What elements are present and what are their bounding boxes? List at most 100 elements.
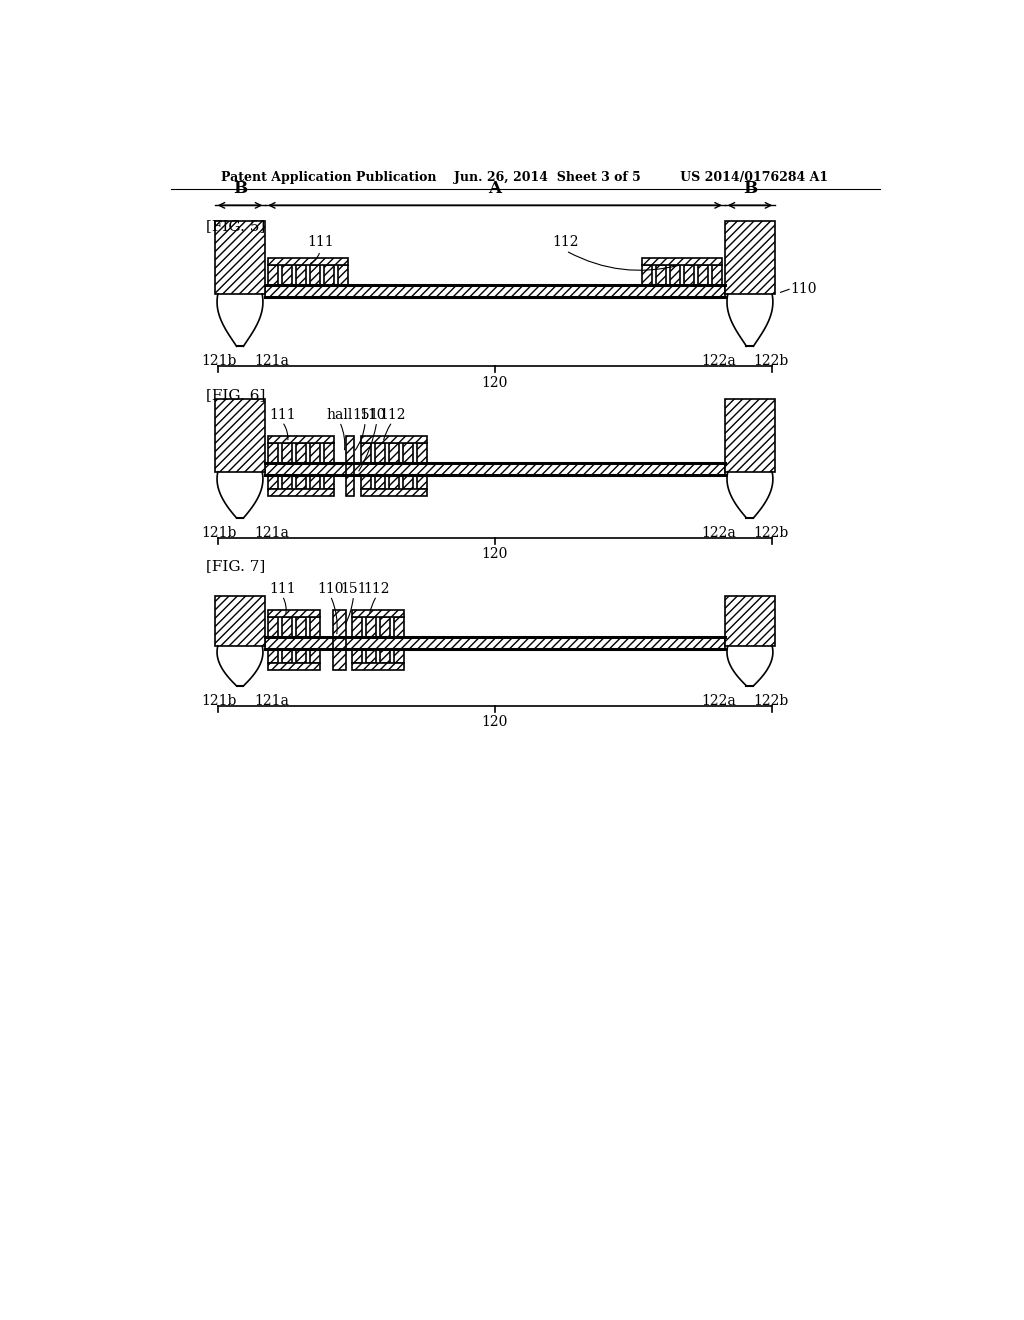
Text: B: B: [232, 180, 247, 197]
Bar: [283, 616, 292, 636]
Bar: [324, 264, 334, 285]
Text: 122a: 122a: [701, 693, 736, 708]
Bar: [417, 442, 427, 462]
Bar: [268, 488, 334, 496]
Text: 112: 112: [364, 582, 390, 595]
Bar: [310, 442, 321, 462]
Text: 110: 110: [317, 582, 343, 595]
Bar: [655, 264, 666, 285]
Text: 121b: 121b: [201, 354, 237, 368]
Text: 122a: 122a: [701, 525, 736, 540]
Bar: [268, 649, 279, 663]
Bar: [366, 616, 376, 636]
Text: 121a: 121a: [254, 693, 289, 708]
Bar: [296, 649, 306, 663]
Bar: [712, 264, 722, 285]
Text: 121b: 121b: [201, 693, 237, 708]
Bar: [417, 475, 427, 488]
Text: 151: 151: [352, 408, 379, 421]
Bar: [380, 616, 390, 636]
Text: 121b: 121b: [201, 525, 237, 540]
Bar: [361, 442, 372, 462]
Bar: [283, 649, 292, 663]
Bar: [352, 616, 362, 636]
Text: 111: 111: [269, 582, 296, 595]
Text: [FIG. 7]: [FIG. 7]: [206, 558, 265, 573]
Bar: [268, 264, 279, 285]
Text: [FIG. 6]: [FIG. 6]: [206, 388, 265, 403]
Text: 110: 110: [359, 408, 386, 421]
Bar: [361, 436, 427, 442]
Bar: [268, 257, 348, 264]
Text: B: B: [742, 180, 757, 197]
Bar: [268, 475, 279, 488]
Bar: [389, 442, 399, 462]
Bar: [403, 475, 414, 488]
Text: hall: hall: [327, 408, 352, 421]
Bar: [394, 616, 403, 636]
Text: 122a: 122a: [701, 354, 736, 368]
Bar: [296, 616, 306, 636]
Bar: [684, 264, 693, 285]
Bar: [394, 649, 403, 663]
Bar: [268, 663, 321, 669]
Bar: [296, 442, 306, 462]
Bar: [389, 475, 399, 488]
Bar: [375, 475, 385, 488]
Bar: [265, 285, 725, 297]
Bar: [642, 264, 652, 285]
Bar: [296, 264, 306, 285]
Bar: [361, 488, 427, 496]
Bar: [283, 442, 292, 462]
Bar: [366, 649, 376, 663]
Bar: [268, 442, 279, 462]
Bar: [352, 663, 403, 669]
Text: 151: 151: [340, 582, 367, 595]
Bar: [283, 475, 292, 488]
Text: 112: 112: [553, 235, 580, 249]
Bar: [352, 649, 362, 663]
Text: 110: 110: [791, 282, 817, 296]
Bar: [697, 264, 708, 285]
Text: 120: 120: [481, 376, 508, 389]
Bar: [324, 475, 334, 488]
Bar: [296, 475, 306, 488]
Text: 111: 111: [307, 235, 334, 249]
Text: 121a: 121a: [254, 525, 289, 540]
Bar: [283, 264, 292, 285]
Bar: [725, 220, 775, 294]
Text: 120: 120: [481, 715, 508, 729]
Bar: [346, 436, 353, 496]
Bar: [403, 442, 414, 462]
Bar: [310, 616, 321, 636]
Text: [FIG. 5]: [FIG. 5]: [206, 219, 265, 234]
Bar: [375, 442, 385, 462]
Bar: [725, 595, 775, 645]
Bar: [215, 595, 265, 645]
Bar: [338, 264, 348, 285]
Bar: [265, 462, 725, 475]
Bar: [642, 257, 722, 264]
Text: 122b: 122b: [754, 354, 788, 368]
Text: Patent Application Publication    Jun. 26, 2014  Sheet 3 of 5         US 2014/01: Patent Application Publication Jun. 26, …: [221, 172, 828, 185]
Text: 122b: 122b: [754, 693, 788, 708]
Text: 111: 111: [269, 408, 296, 421]
Bar: [380, 649, 390, 663]
Text: 120: 120: [481, 548, 508, 561]
Bar: [310, 649, 321, 663]
Text: 121a: 121a: [254, 354, 289, 368]
Bar: [352, 610, 403, 616]
Bar: [268, 616, 279, 636]
Bar: [268, 436, 334, 442]
Text: A: A: [488, 180, 502, 197]
Bar: [670, 264, 680, 285]
Bar: [310, 264, 321, 285]
Bar: [215, 399, 265, 471]
Bar: [265, 636, 725, 649]
Bar: [268, 610, 321, 616]
Bar: [334, 610, 346, 669]
Bar: [324, 442, 334, 462]
Bar: [310, 475, 321, 488]
Text: 122b: 122b: [754, 525, 788, 540]
Bar: [725, 399, 775, 471]
